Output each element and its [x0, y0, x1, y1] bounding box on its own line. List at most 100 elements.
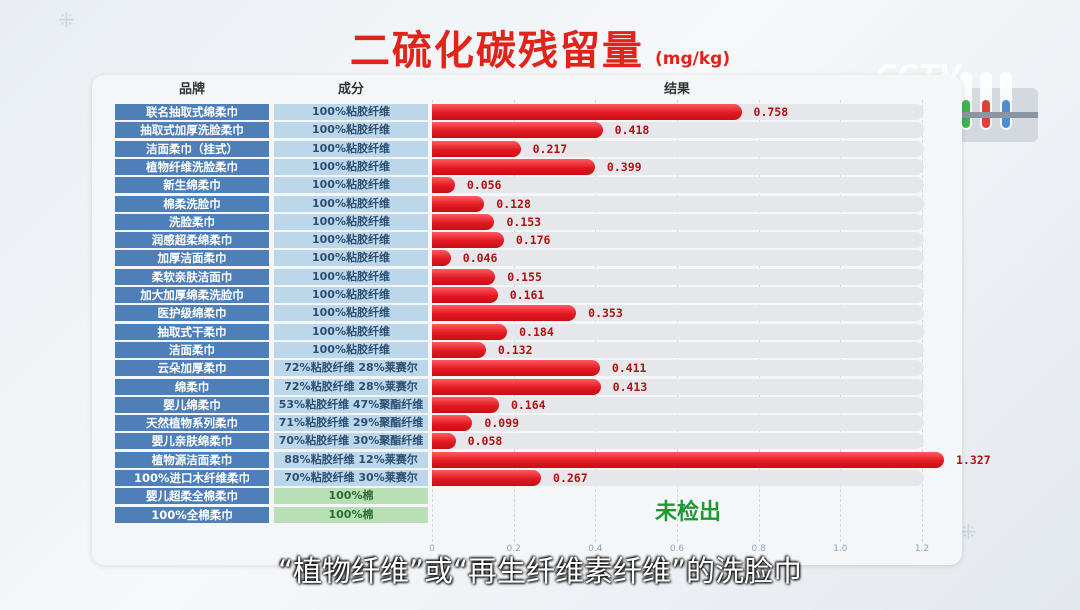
bar-value-label: 0.058 — [467, 434, 503, 449]
data-bar — [432, 195, 485, 212]
column-header-result: 结果 — [663, 82, 690, 97]
data-bar — [432, 250, 451, 267]
bar-value-label: 0.153 — [506, 214, 542, 229]
bar-track — [432, 250, 924, 267]
composition-cell: 100%粘胶纤维 — [274, 177, 428, 194]
bar-value-label: 0.128 — [496, 196, 531, 211]
molecule-icon: ⁜ — [58, 8, 75, 32]
composition-cell: 100%粘胶纤维 — [274, 104, 428, 120]
bar-value-label: 0.758 — [753, 105, 789, 119]
bar-value-label: 0.418 — [614, 123, 650, 138]
column-header-brand: 品牌 — [178, 82, 205, 97]
gridline — [922, 100, 923, 542]
data-bar — [432, 140, 521, 157]
bar-value-label: 0.399 — [606, 159, 642, 174]
brand-cell: 抽取式干柔巾 — [115, 323, 269, 340]
data-bar — [432, 360, 600, 377]
composition-cell: 100%粘胶纤维 — [274, 287, 428, 303]
chart-title-block: 二硫化碳残留量 (mg/kg) — [0, 18, 1080, 76]
bar-track — [432, 268, 924, 285]
data-bar — [432, 451, 944, 468]
data-bar — [432, 158, 595, 175]
brand-cell: 加厚洁面柔巾 — [115, 250, 269, 267]
bar-value-label: 0.411 — [611, 361, 647, 376]
x-tick-label: 0.4 — [588, 544, 603, 554]
bar-track — [432, 396, 924, 413]
bar-track — [432, 195, 924, 212]
composition-cell: 100%粘胶纤维 — [274, 250, 428, 267]
bar-track — [432, 213, 924, 230]
bar-value-label: 0.413 — [612, 379, 648, 394]
composition-cell: 100%粘胶纤维 — [274, 232, 428, 249]
x-tick-label: 1.2 — [914, 544, 930, 554]
composition-cell: 100%粘胶纤维 — [274, 195, 428, 212]
composition-cell: 100%粘胶纤维 — [274, 213, 428, 230]
brand-cell: 洁面柔巾（挂式） — [115, 140, 269, 157]
brand-cell: 天然植物系列柔巾 — [115, 415, 269, 432]
brand-cell: 植物源洁面柔巾 — [115, 451, 269, 468]
data-bar — [432, 177, 455, 194]
column-header-composition: 成分 — [337, 82, 364, 97]
composition-cell: 71%粘胶纤维 29%聚酯纤维 — [274, 415, 428, 432]
data-bar — [432, 122, 603, 139]
composition-cell: 100%棉 — [274, 488, 428, 505]
subtitle-caption: “植物纤维”或“再生纤维素纤维”的洗脸巾 — [277, 554, 803, 588]
data-bar — [432, 287, 498, 303]
data-bar — [432, 470, 542, 486]
brand-cell: 婴儿绵柔巾 — [115, 396, 269, 413]
data-bar — [432, 232, 504, 249]
brand-cell: 棉柔洗脸巾 — [115, 195, 269, 212]
brand-cell: 加大加厚绵柔洗脸巾 — [115, 287, 269, 303]
x-tick-label: 0 — [429, 544, 435, 554]
bar-value-label: 0.217 — [532, 141, 568, 156]
data-bar — [432, 378, 601, 395]
composition-cell: 53%粘胶纤维 47%聚酯纤维 — [274, 396, 428, 413]
bar-track — [432, 232, 924, 249]
data-bar — [432, 396, 499, 413]
chart-unit: (mg/kg) — [654, 49, 731, 69]
brand-cell: 100%进口木纤维柔巾 — [115, 470, 269, 486]
bar-track — [432, 470, 924, 486]
data-bar — [432, 323, 508, 340]
x-tick-label: 0.8 — [751, 544, 766, 554]
x-tick-label: 0.6 — [669, 544, 685, 554]
brand-cell: 润感超柔绵柔巾 — [115, 232, 269, 249]
bar-value-label: 0.155 — [507, 269, 542, 284]
data-bar — [432, 433, 456, 450]
bar-track — [432, 140, 924, 157]
brand-cell: 新生绵柔巾 — [115, 177, 269, 194]
bar-value-label: 0.184 — [519, 324, 554, 339]
bar-value-label: 0.267 — [553, 471, 588, 485]
composition-cell: 100%粘胶纤维 — [274, 158, 428, 175]
bar-value-label: 0.099 — [484, 416, 520, 431]
composition-cell: 70%粘胶纤维 30%莱赛尔 — [274, 470, 428, 486]
brand-cell: 绵柔巾 — [115, 378, 269, 395]
data-bar — [432, 305, 577, 322]
data-bar — [432, 213, 495, 230]
data-bar — [432, 341, 486, 358]
bar-value-label: 0.161 — [509, 288, 545, 302]
bar-track — [432, 287, 924, 303]
data-bar — [432, 104, 742, 120]
x-tick-label: 0.2 — [506, 544, 521, 554]
bar-track — [432, 415, 924, 432]
composition-cell: 100%粘胶纤维 — [274, 341, 428, 358]
brand-cell: 婴儿超柔全棉柔巾 — [115, 488, 269, 505]
brand-cell: 植物纤维洗脸柔巾 — [115, 158, 269, 175]
composition-cell: 100%粘胶纤维 — [274, 268, 428, 285]
composition-cell: 72%粘胶纤维 28%莱赛尔 — [274, 360, 428, 377]
composition-cell: 100%粘胶纤维 — [274, 305, 428, 322]
bar-value-label: 0.132 — [497, 342, 533, 357]
bar-track — [432, 433, 924, 450]
composition-cell: 100%棉 — [274, 506, 428, 523]
bar-value-label: 0.164 — [510, 397, 546, 412]
not-detected-label: 未检出 — [655, 500, 722, 525]
bar-track — [432, 177, 924, 194]
bar-track — [432, 341, 924, 358]
composition-cell: 70%粘胶纤维 30%聚酯纤维 — [274, 433, 428, 450]
brand-cell: 100%全棉柔巾 — [115, 506, 269, 523]
composition-cell: 72%粘胶纤维 28%莱赛尔 — [274, 378, 428, 395]
bar-value-label: 0.046 — [462, 251, 498, 266]
composition-cell: 100%粘胶纤维 — [274, 140, 428, 157]
